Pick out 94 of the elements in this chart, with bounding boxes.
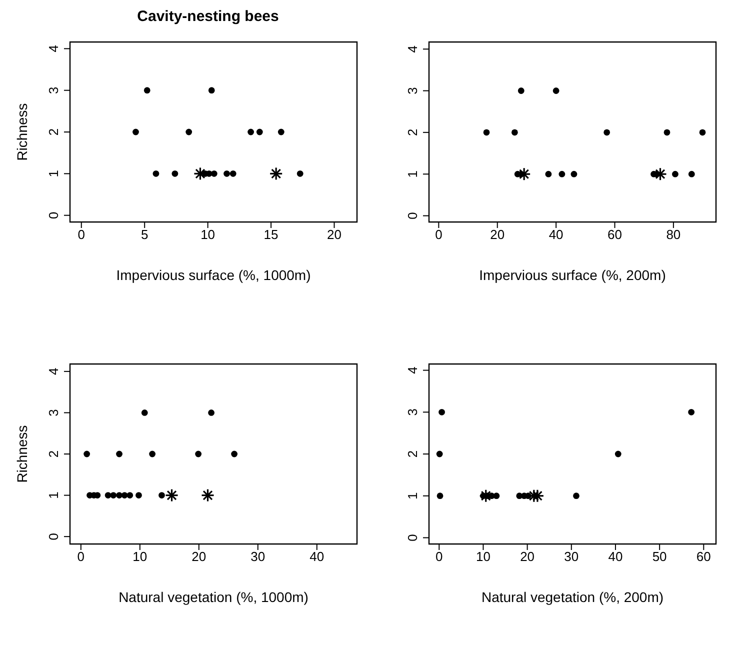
point <box>296 170 304 177</box>
point <box>132 128 139 136</box>
point <box>248 128 254 136</box>
x-tick-label: 30 <box>564 549 579 564</box>
point <box>438 408 445 416</box>
point <box>570 170 578 178</box>
y-tick-label: 1 <box>46 492 61 499</box>
point <box>208 87 215 94</box>
y-axis-title: Richness <box>14 425 30 483</box>
x-tick-label: 0 <box>436 549 443 564</box>
x-tick-label: 15 <box>264 227 278 242</box>
y-tick-label: 2 <box>405 450 420 458</box>
point <box>186 128 192 136</box>
x-tick-label: 5 <box>140 227 148 242</box>
y-axis-title: Richness <box>14 103 30 161</box>
point <box>121 492 128 498</box>
point <box>208 410 214 416</box>
y-tick-label: 4 <box>405 366 420 374</box>
x-tick-label: 40 <box>310 549 324 564</box>
x-tick-label: 20 <box>520 549 535 564</box>
y-tick-label: 4 <box>46 45 61 52</box>
point <box>545 170 552 178</box>
x-tick-label: 20 <box>192 549 206 564</box>
point <box>195 450 202 458</box>
point <box>558 170 566 178</box>
y-tick-label: 0 <box>46 532 61 540</box>
point <box>518 88 524 94</box>
x-axis-title: Natural vegetation (%, 1000m) <box>118 589 308 605</box>
point <box>110 492 117 498</box>
point <box>664 129 670 136</box>
y-tick-label: 3 <box>46 86 61 94</box>
point <box>672 170 678 178</box>
y-tick-label: 1 <box>405 170 420 178</box>
point <box>688 408 695 416</box>
x-axis-title: Impervious surface (%, 1000m) <box>116 267 311 283</box>
point <box>436 492 444 500</box>
y-tick-label: 2 <box>46 450 61 458</box>
point <box>493 492 500 500</box>
point <box>688 170 695 178</box>
x-tick-label: 60 <box>696 549 711 564</box>
x-axis-title: Natural vegetation (%, 200m) <box>481 589 664 605</box>
point <box>144 87 150 94</box>
point <box>84 450 90 458</box>
point <box>126 492 134 498</box>
y-tick-label: 4 <box>46 368 61 376</box>
point <box>158 492 165 498</box>
y-tick-label: 4 <box>405 45 420 53</box>
point <box>224 170 230 177</box>
y-tick-label: 0 <box>405 534 420 542</box>
y-tick-label: 1 <box>46 170 61 178</box>
y-tick-label: 0 <box>46 212 61 219</box>
point <box>699 129 706 136</box>
x-tick-label: 0 <box>77 549 85 564</box>
point <box>604 129 610 136</box>
point <box>116 492 122 498</box>
x-tick-label: 60 <box>608 227 622 242</box>
y-tick-label: 0 <box>405 212 420 220</box>
x-tick-label: 0 <box>435 227 442 242</box>
point <box>230 170 236 177</box>
x-tick-label: 80 <box>666 227 681 242</box>
point <box>278 128 284 136</box>
point <box>256 128 263 136</box>
point <box>172 170 178 177</box>
point <box>483 129 490 136</box>
x-tick-label: 40 <box>548 227 564 242</box>
x-tick-label: 10 <box>476 549 490 564</box>
point <box>614 450 622 458</box>
point <box>436 450 443 458</box>
point <box>552 88 560 94</box>
point <box>141 410 148 416</box>
y-tick-label: 1 <box>405 492 420 500</box>
x-tick-label: 30 <box>250 549 266 564</box>
x-tick-label: 40 <box>608 549 623 564</box>
point <box>136 492 142 498</box>
y-tick-label: 2 <box>405 128 420 136</box>
y-tick-label: 3 <box>46 409 61 416</box>
x-tick-label: 10 <box>200 227 216 242</box>
point <box>149 450 156 458</box>
x-tick-label: 0 <box>78 227 85 242</box>
point <box>511 129 518 136</box>
point <box>573 492 580 500</box>
x-axis-title: Impervious surface (%, 200m) <box>479 267 666 283</box>
y-tick-label: 3 <box>405 408 420 416</box>
x-tick-label: 20 <box>327 227 342 242</box>
x-tick-label: 50 <box>652 549 667 564</box>
y-tick-label: 3 <box>405 87 420 94</box>
x-tick-label: 20 <box>490 227 505 242</box>
point <box>152 170 160 177</box>
x-tick-label: 10 <box>132 549 148 564</box>
point <box>116 450 122 458</box>
point <box>210 170 218 177</box>
chart-title: Cavity-nesting bees <box>136 8 280 27</box>
y-tick-label: 2 <box>46 128 61 136</box>
point <box>231 450 238 458</box>
